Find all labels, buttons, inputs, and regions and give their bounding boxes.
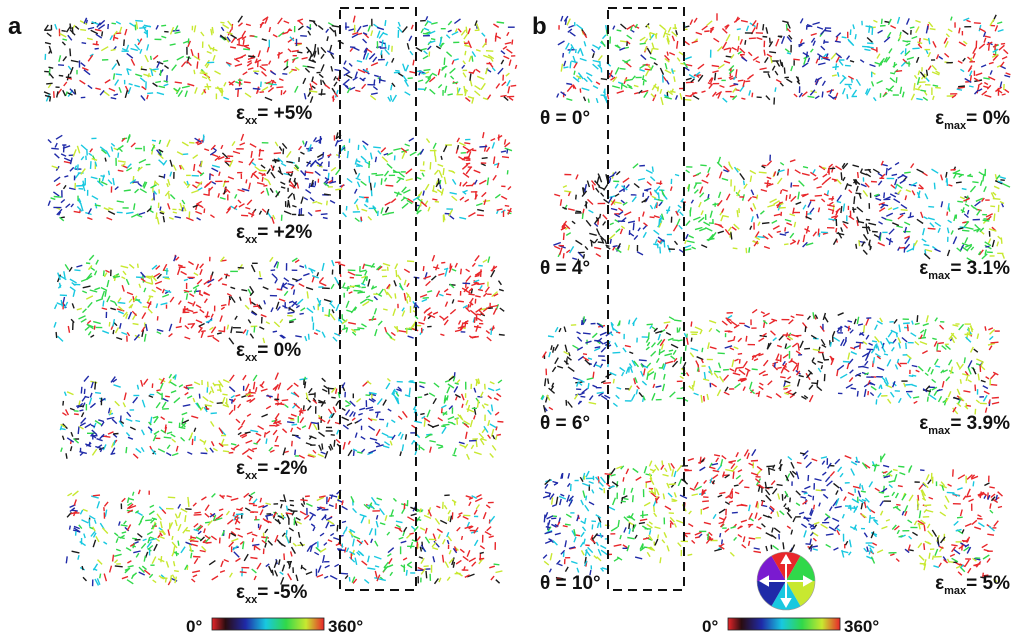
domain-map-3 — [53, 254, 505, 345]
domain-map-7 — [553, 154, 1011, 264]
domain-map-8 — [540, 308, 1000, 415]
theta-label-4: θ = 10° — [540, 573, 601, 594]
domain-map-9 — [542, 449, 1003, 583]
highlight-box-a — [339, 7, 417, 591]
panel-a-labels: εxx= +5% εxx= +2% εxx= 0% εxx= -2% εxx= … — [236, 103, 312, 606]
colorbar-a-min: 0° — [186, 617, 202, 636]
colorbar-a-max: 360° — [328, 617, 363, 636]
colorbar-b-gradient — [727, 617, 841, 631]
colorbar-b: 0° 360° — [702, 617, 879, 636]
colorbar-b-max: 360° — [844, 617, 879, 636]
panel-b-letter: b — [532, 13, 547, 40]
domain-maps — [43, 13, 1011, 587]
domain-map-2 — [47, 132, 513, 225]
domain-map-5 — [65, 489, 503, 587]
theta-label-1: θ = 0° — [540, 108, 590, 129]
theta-label-3: θ = 6° — [540, 413, 590, 434]
panel-b-labels: θ = 0° θ = 4° θ = 6° θ = 10° εmax= 0% εm… — [540, 108, 1010, 597]
color-wheel-icon — [756, 551, 816, 611]
colorbar-a-gradient — [211, 617, 325, 631]
max-strain-label-3: εmax= 3.9% — [919, 413, 1010, 437]
panel-a-letter: a — [8, 13, 22, 40]
max-strain-label-2: εmax= 3.1% — [919, 258, 1010, 282]
highlight-box-b — [607, 7, 685, 591]
strain-label-a-4: εxx= -2% — [236, 458, 308, 482]
theta-label-2: θ = 4° — [540, 258, 590, 279]
max-strain-label-4: εmax= 5% — [935, 573, 1010, 597]
strain-label-a-2: εxx= +2% — [236, 222, 312, 246]
strain-label-a-3: εxx= 0% — [236, 340, 301, 364]
colorbar-b-min: 0° — [702, 617, 718, 636]
strain-label-a-5: εxx= -5% — [236, 582, 308, 606]
domain-map-6 — [556, 13, 1011, 106]
strain-label-a-1: εxx= +5% — [236, 103, 312, 127]
colorbar-a: 0° 360° — [186, 617, 363, 636]
max-strain-label-1: εmax= 0% — [935, 108, 1010, 132]
domain-map-1 — [43, 15, 518, 104]
domain-map-4 — [59, 372, 504, 460]
